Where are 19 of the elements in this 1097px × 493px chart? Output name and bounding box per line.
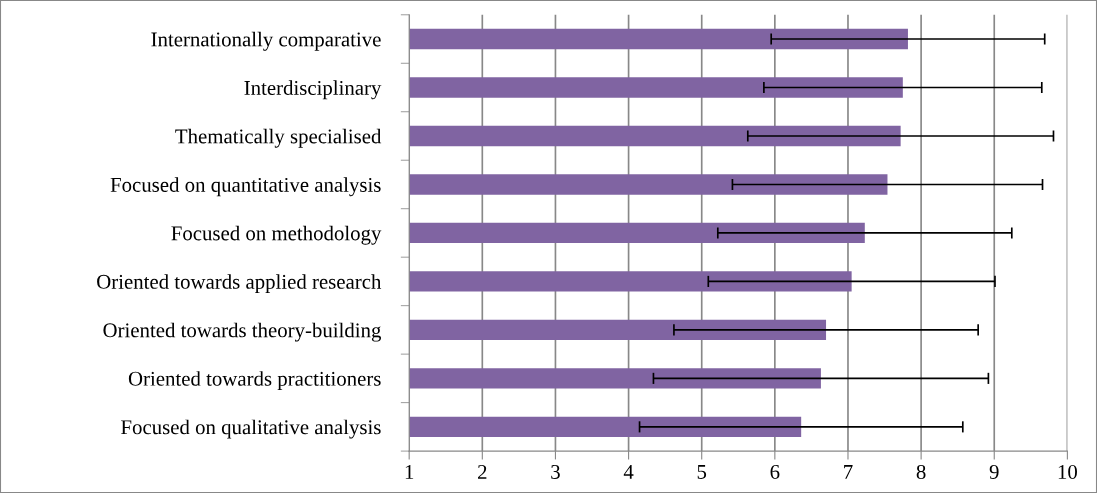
x-tick-label: 3 bbox=[551, 464, 560, 479]
x-tick-label: 8 bbox=[916, 464, 926, 479]
y-tick-label: Oriented towards applied research bbox=[97, 274, 382, 294]
y-tick-label: Thematically specialised bbox=[175, 128, 382, 148]
x-tick-label: 6 bbox=[770, 464, 780, 479]
y-tick-label: Focused on methodology bbox=[171, 225, 382, 245]
y-tick-label: Interdisciplinary bbox=[244, 80, 382, 100]
y-tick-label: Focused on quantitative analysis bbox=[110, 177, 381, 197]
x-tick-label: 7 bbox=[844, 465, 853, 479]
x-tick-label: 2 bbox=[478, 464, 487, 479]
y-tick-label: Oriented towards practitioners bbox=[128, 371, 381, 391]
y-tick-label: Focused on qualitative analysis bbox=[121, 419, 381, 439]
x-tick-label: 1 bbox=[405, 464, 414, 479]
x-tick-label: 10 bbox=[1058, 464, 1077, 479]
x-tick-label: 5 bbox=[697, 465, 707, 479]
x-tick-label: 9 bbox=[989, 464, 999, 479]
y-tick-label: Oriented towards theory-building bbox=[103, 322, 382, 342]
y-tick-label: Internationally comparative bbox=[151, 31, 381, 51]
x-tick-label: 4 bbox=[623, 465, 634, 479]
